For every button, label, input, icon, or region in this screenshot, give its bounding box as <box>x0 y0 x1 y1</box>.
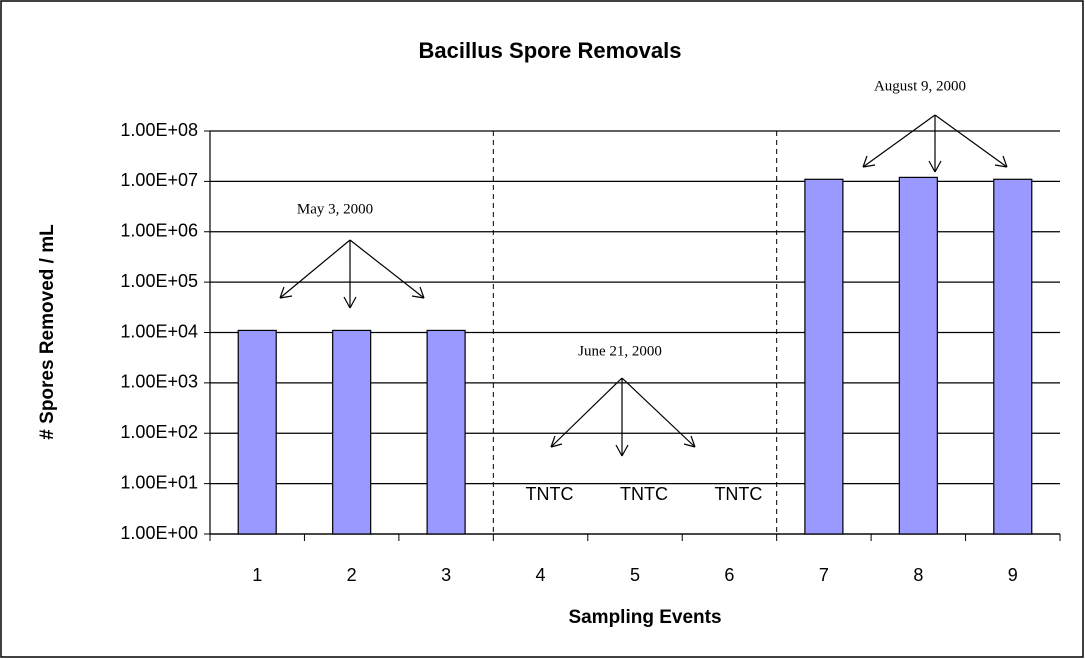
y-tick-label: 1.00E+03 <box>120 372 198 392</box>
x-tick-label: 3 <box>441 565 451 585</box>
arrow <box>550 377 696 456</box>
annotation: May 3, 2000 <box>297 201 373 217</box>
x-tick-label: 7 <box>819 565 829 585</box>
bar <box>237 329 277 535</box>
arrow-head <box>683 435 696 448</box>
bar <box>332 329 372 535</box>
y-axis-label: # Spores Removed / mL <box>37 224 58 440</box>
x-tick-label: 4 <box>536 565 546 585</box>
chart-title: Bacillus Spore Removals <box>419 38 682 63</box>
annotation: June 21, 2000 <box>578 343 662 359</box>
arrow-head <box>279 286 293 299</box>
y-tick-label: 1.00E+05 <box>120 271 198 291</box>
arrow-head <box>411 286 425 299</box>
x-tick-label: 8 <box>913 565 923 585</box>
y-tick-label: 1.00E+00 <box>120 523 198 543</box>
x-tick-label: 6 <box>724 565 734 585</box>
arrow-head <box>615 444 629 457</box>
x-axis-label: Sampling Events <box>568 607 721 628</box>
arrow <box>862 114 1008 172</box>
arrow-head <box>994 155 1008 168</box>
bar <box>804 178 844 535</box>
y-tick-label: 1.00E+07 <box>120 170 198 190</box>
y-tick-label: 1.00E+01 <box>120 472 198 492</box>
x-tick-label: 9 <box>1008 565 1018 585</box>
y-tick-label: 1.00E+06 <box>120 221 198 241</box>
arrows <box>279 114 1008 456</box>
arrow-head <box>862 155 876 168</box>
x-tick-label: 1 <box>252 565 262 585</box>
annotation: August 9, 2000 <box>874 78 966 94</box>
arrow-heads <box>279 155 1008 457</box>
x-tick-label: 2 <box>347 565 357 585</box>
bar <box>426 329 466 535</box>
arrow-head <box>550 435 563 448</box>
y-tick-label: 1.00E+04 <box>120 321 198 341</box>
value-label: TNTC <box>526 484 574 504</box>
x-tick-label: 5 <box>630 565 640 585</box>
value-label: TNTC <box>620 484 668 504</box>
arrow <box>279 239 425 308</box>
bar <box>993 178 1033 535</box>
y-tick-label: 1.00E+08 <box>120 120 198 140</box>
value-label: TNTC <box>714 484 762 504</box>
arrow-head <box>928 160 942 173</box>
bar <box>898 176 938 535</box>
arrow-head <box>343 296 357 309</box>
y-tick-label: 1.00E+02 <box>120 422 198 442</box>
